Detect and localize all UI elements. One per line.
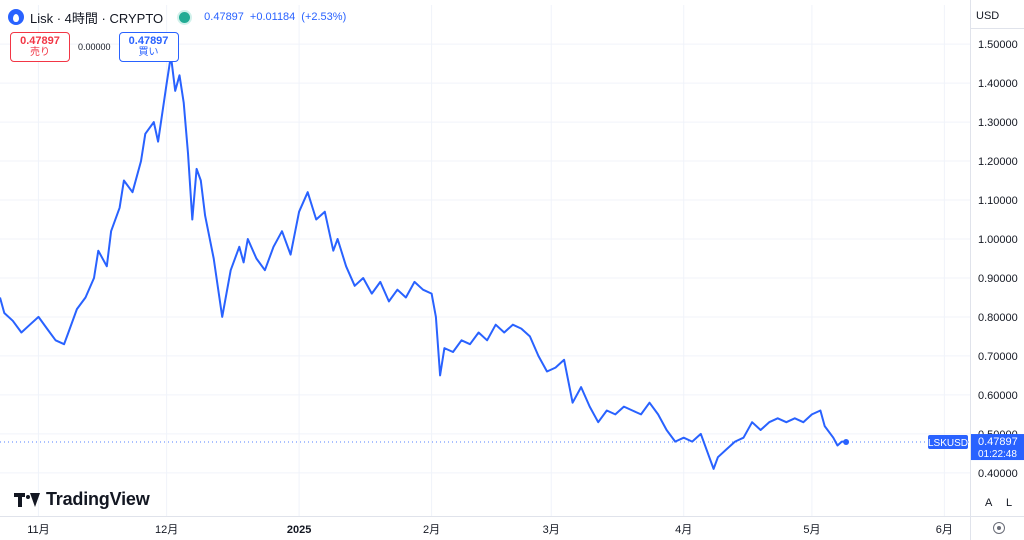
y-tick-label: 1.50000 [978, 39, 1018, 51]
lisk-drop-icon [8, 9, 24, 25]
y-tick-label: 1.40000 [978, 78, 1018, 90]
buy-button[interactable]: 0.47897 買い [118, 32, 179, 62]
y-tick-label: 0.90000 [978, 273, 1018, 285]
tradingview-mark-icon [14, 492, 40, 507]
live-status-icon [179, 11, 191, 23]
gear-icon[interactable] [993, 522, 1005, 534]
auto-scale-button[interactable]: A [985, 497, 993, 509]
sell-label: 売り [30, 47, 50, 58]
symbol-tag [928, 435, 968, 450]
x-tick-label: 2025 [287, 524, 311, 536]
last-price: 0.47897 [204, 11, 244, 23]
currency-divider [970, 28, 1024, 29]
last-price-label-bg [971, 434, 1024, 461]
y-tick-label: 1.10000 [978, 195, 1018, 207]
sell-price: 0.47897 [20, 35, 60, 47]
price-change: +0.01184 [249, 11, 296, 23]
symbol-tag-label: LSKUSD [928, 438, 968, 449]
countdown-label: 01:22:48 [978, 449, 1017, 460]
sell-button[interactable]: 0.47897 売り [10, 32, 70, 62]
symbol-header: Lisk · 4時間 · CRYPTO 0.47897 +0.01184 (+2… [8, 6, 346, 28]
log-scale-button[interactable]: L [1006, 497, 1013, 509]
price-change-pct: (+2.53%) [301, 11, 347, 23]
tradingview-logo[interactable]: TradingView [14, 489, 150, 510]
x-tick-label: 11月 [27, 524, 49, 536]
currency-selector[interactable]: USD [976, 10, 1000, 22]
symbol-title[interactable]: Lisk · 4時間 · CRYPTO [30, 10, 164, 26]
buy-label: 買い [138, 47, 159, 58]
price-line [0, 54, 847, 470]
buy-price: 0.47897 [128, 35, 169, 47]
y-tick-label: 1.30000 [978, 117, 1018, 129]
y-tick-label: 1.20000 [978, 156, 1018, 168]
brand-name: TradingView [46, 489, 150, 509]
x-tick-label: 12月 [155, 524, 178, 536]
x-tick-label: 3月 [543, 524, 560, 536]
trade-panel: 0.47897 売り 0.00000 0.47897 買い [10, 32, 179, 62]
x-tick-label: 6月 [936, 524, 953, 536]
y-tick-label: 1.00000 [978, 234, 1018, 246]
x-tick-label: 4月 [675, 524, 692, 536]
y-tick-label: 0.80000 [978, 312, 1018, 324]
spread-value: 0.00000 [78, 42, 111, 52]
price-summary: 0.47897 +0.01184 (+2.53%) [204, 11, 346, 23]
last-price-dot [843, 439, 850, 446]
x-tick-label: 2月 [423, 524, 440, 536]
last-price-label: 0.47897 [978, 436, 1018, 448]
x-tick-label: 5月 [803, 524, 820, 536]
y-tick-label: 0.60000 [978, 390, 1018, 402]
y-tick-label: 0.40000 [978, 468, 1018, 480]
y-tick-label: 0.70000 [978, 351, 1018, 363]
